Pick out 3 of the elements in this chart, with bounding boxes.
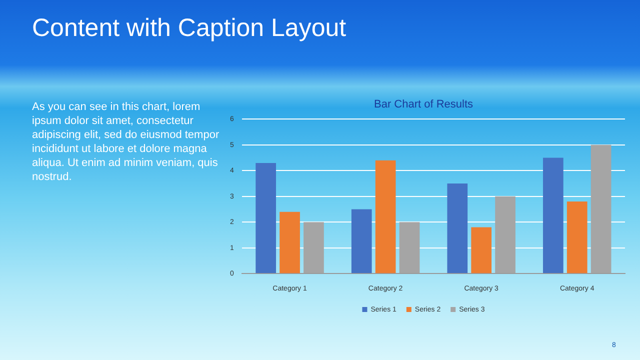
chart-title: Bar Chart of Results [374, 98, 474, 111]
text: As you can see in this chart, lorem ipsum dolor sit amet, consectetur adipiscing elit, sed do eiusmod tempor incididunt ut labore et dolore magna aliqua. Ut enim ad minim veniam, quis nostrud. [32, 100, 220, 184]
text: Content with Caption Layout [32, 14, 346, 43]
